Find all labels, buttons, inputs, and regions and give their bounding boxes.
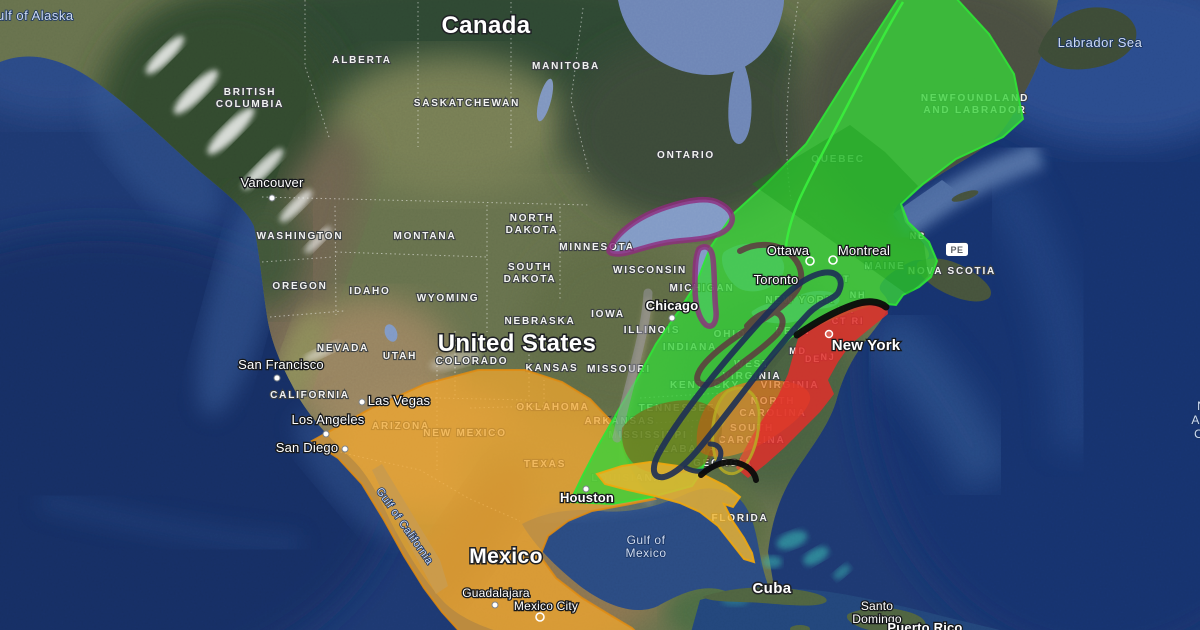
marker-san-diego[interactable] <box>341 445 349 453</box>
label-saskatchewan: SASKATCHEWAN <box>414 98 520 109</box>
label-gulf-of-alaska: Gulf of Alaska <box>0 8 74 23</box>
label-los-angeles: Los Angeles <box>291 412 364 427</box>
overlay-gray-band[interactable] <box>612 288 653 443</box>
track-appalachian-navy-loop[interactable] <box>650 269 844 481</box>
label-united-states: United States <box>438 330 597 357</box>
city-labels-layer: Vancouver San Francisco Las Vegas Los Angel… <box>237 174 964 630</box>
label-north-atlantic-2: Atlantic <box>1191 413 1200 427</box>
label-ontario: ONTARIO <box>657 150 715 161</box>
label-north-dakota-1: NORTH <box>510 213 555 224</box>
marker-guadalajara[interactable] <box>491 601 499 609</box>
overlay-green-track-line <box>784 1 905 247</box>
marker-san-francisco[interactable] <box>273 374 281 382</box>
marker-vancouver[interactable] <box>268 194 276 202</box>
label-montreal: Montreal <box>838 243 890 258</box>
outline-tracks-layer <box>606 196 890 483</box>
label-las-vegas: Las Vegas <box>368 393 431 408</box>
label-utah: UTAH <box>383 351 417 362</box>
label-kansas: KANSAS <box>525 363 578 374</box>
marker-pe[interactable]: PE <box>946 243 968 256</box>
label-chicago: Chicago <box>646 298 699 313</box>
label-california: CALIFORNIA <box>270 390 350 401</box>
label-north-atlantic-3: Ocean <box>1194 427 1200 441</box>
marker-montreal[interactable] <box>828 255 838 265</box>
label-cuba: Cuba <box>752 580 791 597</box>
label-nebraska: NEBRASKA <box>504 316 575 327</box>
overlay-northeast-red-region[interactable] <box>736 303 888 478</box>
label-new-york-city: New York <box>832 337 901 354</box>
label-labrador-sea: Labrador Sea <box>1058 35 1143 50</box>
label-toronto: Toronto <box>754 272 799 287</box>
track-black-line-georgia[interactable] <box>698 459 759 483</box>
label-san-diego: San Diego <box>276 440 339 455</box>
label-north-dakota-2: DAKOTA <box>506 225 559 236</box>
overlay-green-inner-band <box>752 125 928 295</box>
label-san-francisco: San Francisco <box>238 357 324 372</box>
marker-mexico-city[interactable] <box>535 612 545 622</box>
marker-chicago[interactable] <box>668 314 676 322</box>
label-guadalajara: Guadalajara <box>462 586 530 600</box>
label-wyoming: WYOMING <box>417 293 480 304</box>
label-mexico-city: Mexico City <box>514 599 578 613</box>
country-labels-layer: Canada United States Mexico Cuba <box>436 11 793 599</box>
label-south-dakota-1: SOUTH <box>508 262 552 273</box>
label-santo-domingo-1: Santo <box>861 599 893 613</box>
label-santo-domingo-2: Domingo <box>852 612 902 626</box>
markers-layer: PE <box>268 194 968 622</box>
marker-los-angeles[interactable] <box>322 430 330 438</box>
marker-las-vegas[interactable] <box>358 398 366 406</box>
label-iowa: IOWA <box>591 309 625 320</box>
label-south-dakota-2: DAKOTA <box>504 274 557 285</box>
label-british-columbia-1: BRITISH <box>224 87 277 98</box>
track-lakes-purple-outline-superior[interactable] <box>606 196 735 257</box>
label-ottawa: Ottawa <box>767 243 810 258</box>
label-oregon: OREGON <box>272 281 327 292</box>
label-alberta: ALBERTA <box>332 55 392 66</box>
track-black-line-northeast[interactable] <box>793 298 890 339</box>
label-idaho: IDAHO <box>349 286 390 297</box>
label-wisconsin: WISCONSIN <box>613 265 687 276</box>
label-houston: Houston <box>560 490 614 505</box>
label-mexico: Mexico <box>469 545 543 568</box>
label-manitoba: MANITOBA <box>532 61 600 72</box>
label-canada: Canada <box>441 12 530 39</box>
marker-new-york-city[interactable] <box>824 329 834 339</box>
overlay-southwest-mexico-region[interactable] <box>310 369 658 630</box>
label-vancouver: Vancouver <box>241 175 304 190</box>
label-gulf-of-mexico-2: Mexico <box>625 546 666 560</box>
marker-houston[interactable] <box>582 485 590 493</box>
overlays-layer <box>310 0 1025 630</box>
marker-ottawa[interactable] <box>805 256 815 266</box>
label-nevada: NEVADA <box>317 343 369 354</box>
track-huron-maroon-loop[interactable] <box>694 241 805 388</box>
label-puerto-rico: Puerto Rico <box>887 620 962 630</box>
label-washington: WASHINGTON <box>257 231 344 242</box>
label-pe: PE <box>950 245 963 255</box>
label-north-atlantic-1: North <box>1197 399 1200 413</box>
label-colorado: COLORADO <box>436 356 509 367</box>
pill-bg <box>946 243 968 256</box>
label-montana: MONTANA <box>394 231 457 242</box>
label-gulf-of-mexico-1: Gulf of <box>627 533 666 547</box>
track-lakes-purple-outline-michigan[interactable] <box>692 244 719 329</box>
label-british-columbia-2: COLUMBIA <box>216 99 284 110</box>
